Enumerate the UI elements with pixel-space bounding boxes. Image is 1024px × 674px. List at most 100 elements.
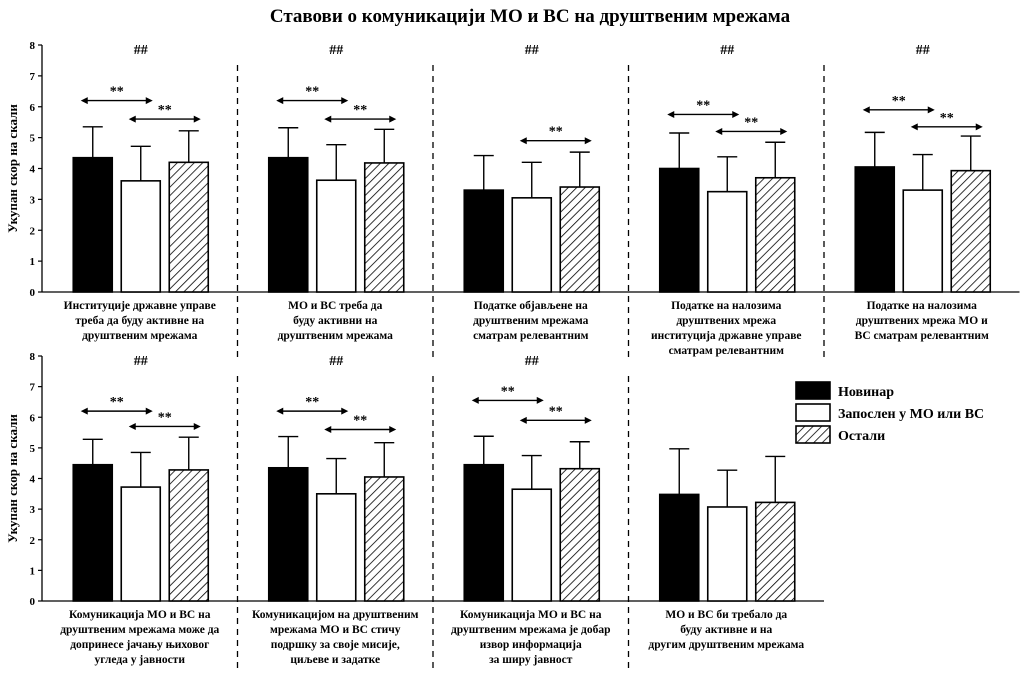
comparison-significance-label: **: [892, 94, 906, 109]
y-tick-label: 3: [30, 504, 36, 516]
bar-Запослен у МО или ВС: [511, 488, 553, 602]
bar-Запослен у МО или ВС: [315, 179, 357, 293]
legend: Новинар Запослен у МО или ВС Остали: [795, 381, 984, 444]
comparison-significance-label: **: [549, 404, 563, 419]
bar-Новинар: [658, 167, 700, 293]
arrow-head-right: [732, 110, 740, 118]
group-significance-label: ##: [525, 43, 539, 58]
bar-Запослен у МО или ВС: [120, 180, 162, 293]
y-tick-label: 1: [30, 565, 36, 577]
y-axis-title: Укупан скор на скали: [5, 104, 20, 233]
arrow-head-right: [193, 422, 201, 430]
y-tick-label: 8: [30, 351, 36, 363]
bar-Новинар: [854, 166, 896, 293]
comparison-significance-label: **: [353, 414, 367, 429]
category-label-line: Податке објављене на: [474, 300, 588, 312]
y-tick-label: 7: [30, 71, 36, 83]
group-significance-label: ##: [525, 354, 539, 369]
group-significance-label: ##: [720, 43, 734, 58]
category-label-line: циљеве и задатке: [290, 654, 380, 666]
comparison-significance-label: **: [305, 395, 319, 410]
comparison-significance-label: **: [158, 410, 172, 425]
comparison-significance-label: **: [158, 103, 172, 118]
arrow-head-left: [128, 115, 136, 123]
arrow-head-right: [584, 137, 592, 145]
group-significance-label: ##: [329, 354, 343, 369]
y-axis-title: Укупан скор на скали: [5, 414, 20, 543]
legend-label: Запослен у МО или ВС: [838, 407, 984, 422]
category-label: Комуникацијом на друштвеним мрежама МО и …: [252, 609, 419, 666]
bar-Остали: [559, 467, 601, 602]
arrow-head-left: [667, 110, 675, 118]
arrow-head-right: [780, 127, 788, 135]
bar-Запослен у МО или ВС: [120, 486, 162, 602]
bar-Запослен у МО или ВС: [706, 190, 748, 293]
y-tick-label: 4: [30, 474, 36, 486]
category-label-line: друштвеним мрежама може да: [60, 624, 219, 636]
category-label-line: МО и ВС би требало да: [665, 609, 787, 621]
arrow-head-left: [80, 407, 88, 415]
category-label-line: мрежама МО и ВС стичу: [270, 624, 401, 636]
y-tick-label: 4: [30, 164, 36, 176]
comparison-significance-label: **: [110, 395, 124, 410]
legend-label: Новинар: [838, 385, 894, 400]
comparison-significance-label: **: [940, 111, 954, 126]
category-label-line: треба да буду активне на: [75, 315, 204, 327]
comparison-significance-label: **: [549, 125, 563, 140]
category-label: Податке на налозима друштвених мрежа МО и…: [855, 300, 989, 342]
category-label-line: друштвеним мрежама: [473, 315, 589, 327]
y-tick-label: 0: [30, 287, 36, 299]
y-tick-label: 2: [30, 225, 36, 237]
legend-swatch: [795, 381, 831, 400]
arrow-head-right: [389, 426, 397, 433]
comparison-significance-label: **: [744, 115, 758, 130]
category-label-line: Институције државне управе: [64, 300, 216, 312]
legend-swatch: [795, 403, 831, 422]
arrow-head-right: [341, 97, 349, 105]
category-label-line: друштвеним мрежама је добар: [451, 624, 611, 636]
bar-Запослен у МО или ВС: [315, 493, 357, 602]
y-tick-label: 1: [30, 256, 36, 268]
bar-Новинар: [267, 466, 309, 602]
bar-Остали: [168, 469, 210, 602]
arrow-head-right: [193, 115, 201, 123]
bar-Остали: [363, 476, 405, 602]
arrow-head-left: [324, 115, 332, 123]
bar-Новинар: [267, 156, 309, 293]
bar-Остали: [950, 169, 992, 293]
category-label: Податке на налозима друштвених мрежа инсти…: [651, 300, 802, 357]
y-tick-label: 2: [30, 535, 36, 547]
arrow-head-right: [341, 407, 349, 415]
bar-Остали: [754, 501, 796, 602]
arrow-head-right: [536, 396, 544, 404]
bar-Остали: [168, 161, 210, 293]
category-label: Податке објављене на друштвеним мрежама см…: [473, 300, 589, 342]
bar-Остали: [363, 162, 405, 293]
comparison-significance-label: **: [353, 103, 367, 118]
group-significance-label: ##: [916, 43, 930, 58]
category-label-line: допринесе јачању њиховог: [70, 639, 209, 651]
category-label: Комуникација МО и ВС на друштвеним мрежам…: [60, 609, 219, 666]
comparison-significance-label: **: [501, 384, 515, 399]
bar-Новинар: [72, 156, 114, 293]
category-label-line: подршку за своје мисије,: [271, 639, 400, 651]
arrow-head-left: [715, 127, 723, 135]
comparison-significance-label: **: [110, 85, 124, 100]
arrow-head-right: [975, 123, 983, 131]
comparison-significance-label: **: [696, 98, 710, 113]
category-label-line: Комуникација МО и ВС на: [460, 609, 602, 621]
category-label-line: за ширу јавност: [489, 654, 573, 666]
bar-Запослен у МО или ВС: [511, 197, 553, 293]
legend-swatch: [795, 425, 831, 444]
y-tick-label: 3: [30, 194, 36, 206]
category-label-line: друштвених мрежа МО и: [856, 315, 988, 327]
category-label-line: буду активни на: [293, 315, 377, 327]
plot-layer: 0 1 2 3 4 5 6 7 8 Укупан скор на скали 0 1 2 3 4 5 6 7 8 Ук…: [5, 40, 1020, 669]
y-tick-label: 0: [30, 596, 36, 608]
category-label-line: МО и ВС треба да: [288, 300, 383, 312]
category-label-line: друштвеним мрежама: [82, 330, 198, 342]
arrow-head-left: [128, 422, 136, 430]
category-label-line: Комуникацијом на друштвеним: [252, 609, 419, 621]
arrow-head-left: [276, 407, 284, 415]
